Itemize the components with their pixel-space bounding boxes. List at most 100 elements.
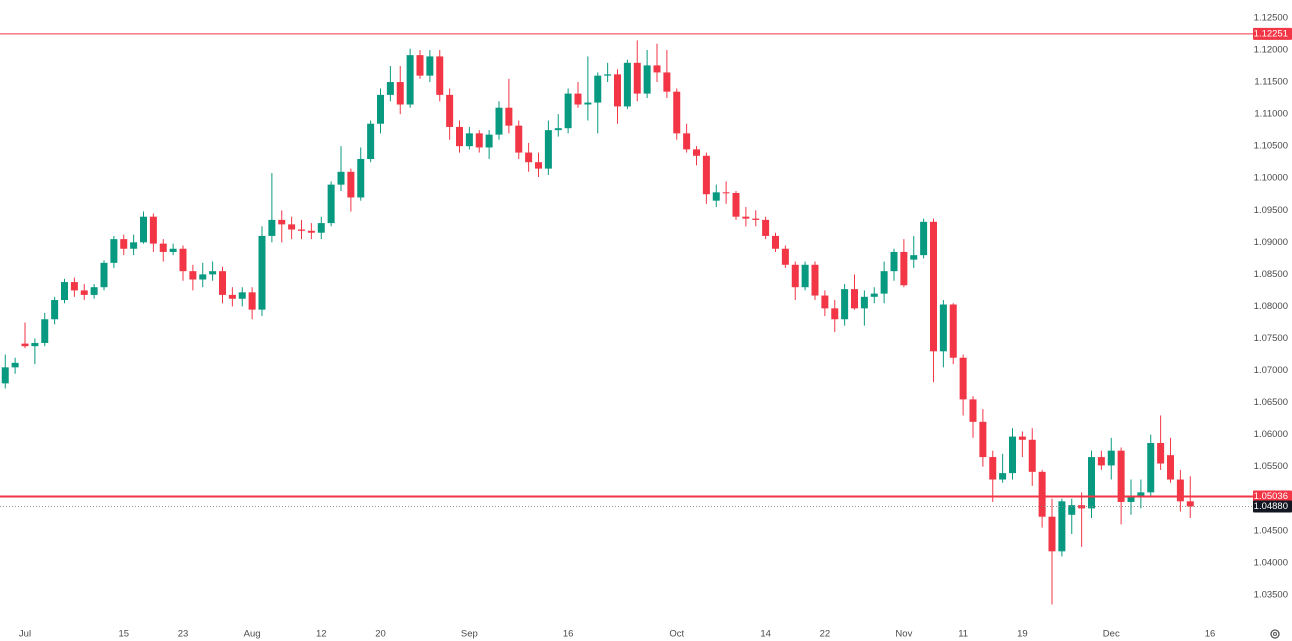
x-tick-label: 19 [1017, 629, 1028, 640]
candle-body [732, 192, 740, 217]
y-tick-label: 1.11500 [1254, 77, 1288, 88]
candle-body [347, 171, 355, 198]
candle-body [1, 367, 9, 384]
y-tick-label: 1.07500 [1254, 333, 1288, 344]
candle-body [169, 248, 177, 252]
candle-body [317, 223, 325, 233]
candle-body [673, 91, 681, 134]
candle-body [1127, 495, 1135, 502]
candle-body [554, 128, 562, 131]
gear-outline [1270, 629, 1280, 639]
candle-body [801, 264, 809, 288]
candle-body [406, 55, 414, 105]
candle-body [307, 230, 315, 233]
y-tick-label: 1.04500 [1254, 525, 1288, 536]
candle-body [643, 65, 651, 94]
candle-body [80, 290, 88, 295]
y-tick-label: 1.07000 [1254, 365, 1288, 376]
candle-body [209, 271, 217, 275]
candle-body [712, 192, 720, 201]
y-tick-label: 1.09000 [1254, 237, 1288, 248]
candle-body [910, 255, 918, 260]
candle-body [199, 274, 207, 280]
candle-body [821, 295, 829, 309]
candle-body [1167, 455, 1174, 480]
candle-body [1048, 516, 1056, 552]
candle-body [396, 82, 404, 105]
candle-body [228, 294, 236, 299]
candle-body [446, 94, 454, 127]
candle-body [979, 421, 987, 458]
x-tick-label: Nov [895, 629, 912, 640]
y-tick-label: 1.06000 [1254, 429, 1288, 440]
candle-body [604, 74, 612, 76]
candle-body [179, 248, 187, 272]
candle-body [436, 56, 444, 95]
candle-body [1018, 436, 1026, 440]
candle-body [939, 304, 947, 352]
candle-body [475, 133, 483, 148]
candle-body [880, 271, 888, 294]
candle-body [1028, 439, 1036, 472]
candle-body [1107, 450, 1115, 466]
candle-body [248, 292, 256, 310]
candle-body [238, 292, 246, 299]
candle-body [21, 343, 29, 347]
candle-body [31, 342, 39, 347]
candle-body [584, 102, 592, 105]
candle-body [70, 282, 78, 291]
candle-body [1186, 501, 1194, 507]
candle-body [623, 62, 631, 107]
candle-body [140, 216, 147, 243]
x-tick-label: 23 [178, 629, 189, 640]
candle-body [416, 55, 424, 76]
y-tick-label: 1.12500 [1254, 12, 1288, 23]
y-tick-label: 1.10500 [1254, 141, 1288, 152]
x-tick-label: Sep [461, 629, 478, 640]
candle-body [465, 133, 473, 147]
candle-body [1137, 492, 1145, 496]
y-tick-label: 1.10000 [1254, 173, 1288, 184]
x-tick-label: 16 [1205, 629, 1216, 640]
candle-body [525, 152, 533, 163]
candle-body [959, 357, 967, 400]
candle-body [120, 239, 128, 249]
candle-body [614, 74, 621, 107]
y-tick-label: 1.12000 [1254, 45, 1288, 56]
candle-body [535, 162, 542, 169]
candle-body [693, 149, 700, 156]
candle-body [367, 123, 375, 159]
candle-body [90, 287, 98, 295]
candle-body [791, 264, 799, 288]
y-tick-label: 1.04000 [1254, 557, 1288, 568]
candle-body [999, 473, 1007, 480]
settings-icon[interactable] [1270, 629, 1280, 639]
price-tag [1253, 27, 1292, 40]
candle-body [762, 219, 770, 236]
candle-body [515, 125, 523, 153]
x-tick-label: 16 [563, 629, 574, 640]
candle-body [633, 62, 641, 94]
gear-center [1273, 632, 1277, 636]
candle-body [189, 271, 197, 280]
price-tag [1253, 490, 1292, 503]
y-tick-label: 1.08500 [1254, 269, 1288, 280]
candle-body [505, 107, 513, 126]
candle-body [130, 242, 138, 249]
candle-body [110, 239, 118, 263]
price-tag-label: 1.12251 [1254, 28, 1288, 39]
candle-body [851, 289, 858, 309]
candle-body [51, 300, 59, 320]
candle-body [870, 293, 878, 297]
candle-body [298, 229, 305, 231]
candle-body [258, 235, 266, 310]
x-tick-label: Jul [19, 629, 31, 640]
candle-body [1147, 442, 1155, 493]
last-price-tag [1253, 500, 1292, 513]
candle-body [159, 243, 167, 252]
candle-body [288, 224, 296, 230]
y-tick-label: 1.03500 [1254, 589, 1288, 600]
x-tick-label: Dec [1103, 629, 1120, 640]
